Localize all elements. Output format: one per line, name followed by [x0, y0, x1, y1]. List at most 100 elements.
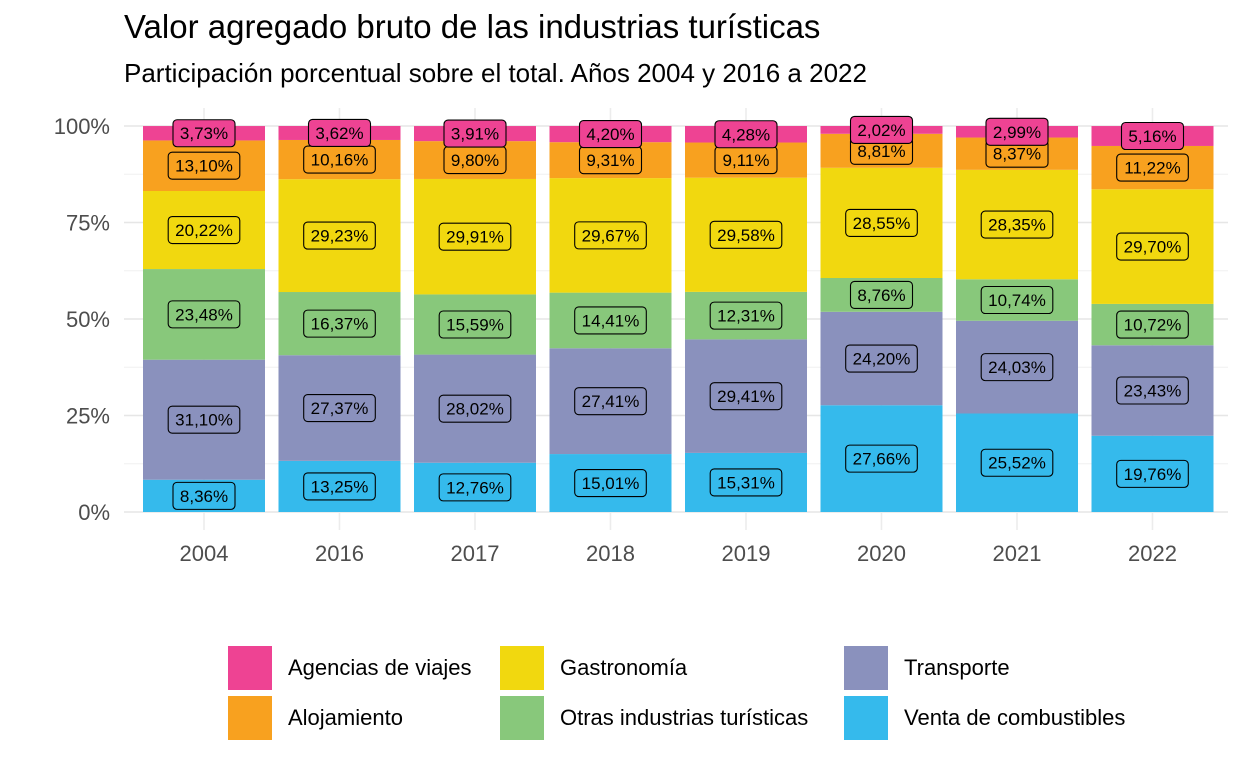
data-label: 29,70%: [1124, 238, 1182, 257]
data-label: 4,28%: [722, 125, 770, 144]
data-label: 8,81%: [857, 142, 905, 161]
data-label: 25,52%: [988, 454, 1046, 473]
data-label: 3,62%: [315, 124, 363, 143]
y-tick-label: 0%: [78, 500, 110, 525]
data-label: 10,72%: [1124, 316, 1182, 335]
legend-label: Gastronomía: [560, 655, 688, 680]
legend-swatch: [228, 696, 272, 740]
data-label-box: [303, 309, 376, 338]
data-label: 3,91%: [451, 125, 499, 144]
data-label: 10,74%: [988, 291, 1046, 310]
data-label-box: [849, 115, 914, 144]
data-label-box: [1116, 153, 1189, 182]
data-label: 11,22%: [1124, 159, 1180, 178]
data-label: 5,16%: [1128, 127, 1176, 146]
y-tick-label: 50%: [66, 307, 110, 332]
data-label: 12,31%: [717, 307, 775, 326]
x-tick-label: 2018: [586, 541, 635, 566]
data-label: 31,10%: [175, 411, 233, 430]
data-label: 3,73%: [180, 124, 228, 143]
data-label: 29,23%: [311, 227, 369, 246]
data-label-box: [167, 405, 241, 434]
data-label-box: [167, 215, 241, 245]
data-label-box: [980, 448, 1054, 477]
data-label-box: [845, 208, 918, 237]
data-label-box: [574, 387, 647, 416]
legend-item-otras: Otras industrias turísticas: [500, 696, 808, 740]
x-tick-label: 2020: [857, 541, 906, 566]
data-label-box: [303, 393, 376, 423]
data-label: 4,20%: [586, 125, 634, 144]
data-label: 24,03%: [988, 358, 1046, 377]
data-label-box: [443, 119, 507, 148]
x-tick-label: 2022: [1128, 541, 1177, 566]
stacked-bar-chart: 0% 25% 50% 75% 100% 8,36% 31,10% 23,48% 20,22% 13…: [54, 108, 1228, 566]
legend-item-agencias: Agencias de viajes: [228, 646, 471, 690]
data-label: 29,91%: [446, 228, 504, 247]
chart-legend: Agencias de viajes Alojamiento Gastronom…: [228, 646, 1168, 742]
data-label: 29,67%: [582, 226, 640, 245]
data-label: 19,76%: [1124, 465, 1182, 484]
x-tick-label: 2021: [993, 541, 1042, 566]
data-label-box: [714, 120, 778, 149]
data-label-box: [172, 481, 236, 510]
data-label: 2,02%: [857, 121, 905, 140]
data-label-box: [709, 382, 783, 411]
data-label-box: [980, 285, 1054, 315]
legend-swatch: [228, 646, 272, 690]
data-label-box: [1116, 310, 1189, 339]
data-label-box: [1120, 121, 1185, 151]
legend-label: Otras industrias turísticas: [560, 705, 809, 730]
data-label: 9,31%: [586, 151, 634, 170]
data-label-box: [709, 468, 783, 497]
chart-subtitle: Participación porcentual sobre el total.…: [124, 58, 867, 88]
data-label: 29,41%: [717, 387, 775, 406]
legend-label: Agencias de viajes: [288, 655, 472, 680]
data-label-box: [307, 118, 372, 148]
x-tick-label: 2004: [180, 541, 229, 566]
data-label: 10,16%: [311, 151, 369, 170]
data-label: 15,31%: [717, 473, 775, 492]
x-tick-label: 2017: [451, 541, 500, 566]
legend-swatch: [500, 696, 544, 740]
data-label-box: [845, 344, 918, 373]
data-label: 15,59%: [446, 316, 504, 335]
data-label-box: [980, 210, 1054, 239]
data-label: 8,37%: [993, 145, 1041, 164]
data-label-box: [849, 280, 914, 309]
data-label-box: [574, 306, 647, 335]
data-label-box: [303, 472, 376, 501]
data-label-box: [1116, 376, 1189, 405]
data-label: 15,01%: [582, 474, 640, 493]
data-label-box: [985, 117, 1049, 146]
legend-swatch: [844, 646, 888, 690]
data-label: 27,41%: [582, 392, 640, 411]
data-label: 13,10%: [175, 157, 233, 176]
data-label-box: [574, 468, 647, 498]
data-label: 14,41%: [582, 311, 640, 330]
legend-swatch: [500, 646, 544, 690]
legend-item-gastronomia: Gastronomía: [500, 646, 687, 690]
data-label: 23,43%: [1124, 382, 1182, 401]
legend-label: Venta de combustibles: [904, 705, 1126, 730]
y-tick-label: 75%: [66, 211, 110, 236]
legend-item-combustibles: Venta de combustibles: [844, 696, 1125, 740]
data-label: 24,20%: [853, 350, 911, 369]
data-label: 12,76%: [446, 478, 504, 497]
data-label-box: [1116, 459, 1189, 488]
data-label: 28,35%: [988, 216, 1046, 235]
legend-item-alojamiento: Alojamiento: [228, 696, 403, 740]
data-label: 13,25%: [311, 477, 369, 496]
data-label: 23,48%: [175, 305, 233, 324]
data-label: 9,11%: [723, 151, 770, 170]
data-label-box: [709, 301, 783, 330]
data-label-box: [709, 220, 783, 249]
legend-item-transporte: Transporte: [844, 646, 1010, 690]
data-label-box: [438, 222, 512, 251]
data-label: 2,99%: [993, 123, 1041, 142]
data-label: 16,37%: [311, 315, 369, 334]
data-label-box: [1116, 232, 1189, 261]
y-tick-label: 25%: [66, 404, 110, 429]
y-tick-label: 100%: [54, 114, 110, 139]
data-label-box: [574, 221, 647, 250]
